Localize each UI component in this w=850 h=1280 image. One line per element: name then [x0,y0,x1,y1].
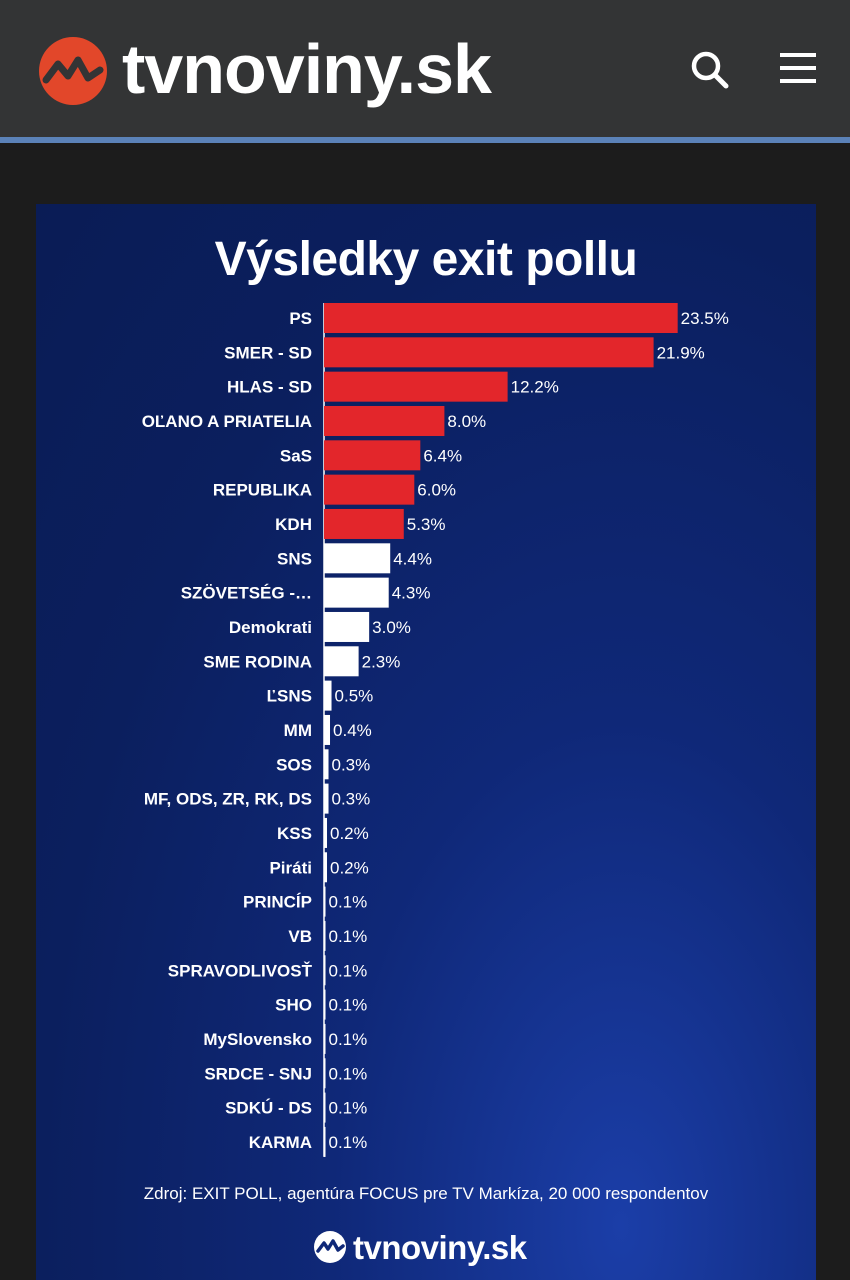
value-label-spravodlivost: 0.1% [329,961,368,980]
footer-logo: tvnoviny.sk [313,1228,543,1268]
bar-princip [324,886,326,917]
value-label-lsns: 0.5% [335,687,374,706]
category-label-republika: REPUBLIKA [213,481,312,500]
bar-sns [324,543,391,574]
category-label-mm: MM [284,721,312,740]
category-label-karma: KARMA [249,1133,312,1152]
value-label-szovetseg: 4.3% [392,584,431,603]
bar-kdh [324,508,404,539]
category-label-sos: SOS [276,755,312,774]
value-label-sos: 0.3% [332,755,371,774]
exit-poll-chart-card: Výsledky exit pollu PS 23.5% SMER - SD 21.9… [36,204,816,1280]
value-label-myslovensko: 0.1% [329,1030,368,1049]
category-label-sme-rodina: SME RODINA [203,652,312,671]
value-label-sme-rodina: 2.3% [362,652,401,671]
category-label-szovetseg: SZÖVETSÉG -… [181,584,312,603]
footer-logo-icon [314,1231,346,1263]
bar-sho [324,989,326,1020]
value-label-pirati: 0.2% [330,858,369,877]
bar-smer-sd [324,337,654,368]
bar-spravodlivost [324,955,326,986]
category-label-kdh: KDH [275,515,312,534]
search-icon[interactable] [688,48,732,92]
bar-mm [324,714,331,745]
hamburger-menu-icon[interactable] [778,50,818,86]
bar-olano-a-priatelia [324,405,445,436]
bar-szovetseg [324,577,389,608]
footer-logo-text: tvnoviny.sk [353,1229,527,1266]
value-label-hlas-sd: 12.2% [511,378,559,397]
value-label-olano-a-priatelia: 8.0% [447,412,486,431]
category-label-pirati: Piráti [269,858,312,877]
value-label-sas: 6.4% [423,446,462,465]
bar-sdku-ds [324,1092,326,1123]
value-label-princip: 0.1% [329,893,368,912]
value-label-mm: 0.4% [333,721,372,740]
value-label-karma: 0.1% [329,1133,368,1152]
category-label-myslovensko: MySlovensko [203,1030,312,1049]
site-header: tvnoviny.sk [0,0,850,137]
value-label-republika: 6.0% [417,481,456,500]
category-label-kss: KSS [277,824,312,843]
bar-sos [324,749,329,780]
bar-sme-rodina [324,646,359,677]
category-label-sdku-ds: SDKÚ - DS [225,1099,312,1118]
tvnoviny-logo-icon[interactable] [38,36,108,106]
bar-lsns [324,680,332,711]
value-label-mf-ods-zr-rk-ds: 0.3% [332,790,371,809]
value-label-sns: 4.4% [393,549,432,568]
bar-karma [324,1126,326,1157]
bar-kss [324,817,328,848]
value-label-vb: 0.1% [329,927,368,946]
site-logo-text[interactable]: tvnoviny.sk [122,30,492,108]
bar-vb [324,920,326,951]
bar-myslovensko [324,1023,326,1054]
category-label-olano-a-priatelia: OĽANO A PRIATELIA [142,412,312,431]
category-label-spravodlivost: SPRAVODLIVOSŤ [168,961,313,980]
value-label-ps: 23.5% [681,309,729,328]
value-label-demokrati: 3.0% [372,618,411,637]
chart-title: Výsledky exit pollu [214,233,638,286]
bar-demokrati [324,611,370,642]
chart-source-note: Zdroj: EXIT POLL, agentúra FOCUS pre TV … [143,1184,709,1203]
value-label-smer-sd: 21.9% [657,343,705,362]
value-label-sho: 0.1% [329,996,368,1015]
category-label-ps: PS [289,309,312,328]
bar-chart: PS 23.5% SMER - SD 21.9% HLAS - SD 12.2% OĽANO… [142,303,729,1157]
bar-ps [324,303,678,333]
category-label-hlas-sd: HLAS - SD [227,378,312,397]
category-label-vb: VB [288,927,312,946]
category-label-lsns: ĽSNS [267,687,312,706]
value-label-srdce-snj: 0.1% [329,1064,368,1083]
category-label-demokrati: Demokrati [229,618,312,637]
bar-mf-ods-zr-rk-ds [324,783,329,814]
value-label-kss: 0.2% [330,824,369,843]
category-label-sho: SHO [275,996,312,1015]
value-label-kdh: 5.3% [407,515,446,534]
bar-sas [324,440,421,471]
bar-republika [324,474,415,505]
category-label-sas: SaS [280,446,312,465]
bar-srdce-snj [324,1058,326,1089]
bar-pirati [324,852,328,883]
category-label-mf-ods-zr-rk-ds: MF, ODS, ZR, RK, DS [144,790,312,809]
category-label-sns: SNS [277,549,312,568]
header-accent-line [0,137,850,143]
value-label-sdku-ds: 0.1% [329,1099,368,1118]
category-label-princip: PRINCÍP [243,893,312,912]
bar-hlas-sd [324,371,508,402]
category-label-smer-sd: SMER - SD [224,343,312,362]
category-label-srdce-snj: SRDCE - SNJ [204,1064,312,1083]
